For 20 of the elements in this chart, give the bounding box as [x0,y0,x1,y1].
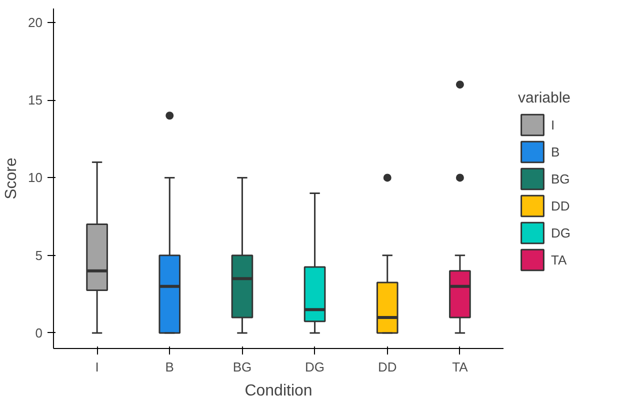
x-tick-label: DG [305,360,325,374]
y-tick-label: 0 [35,325,43,340]
y-tick-label: 5 [35,248,43,263]
y-tick-label: 15 [28,92,43,108]
x-tick-label: I [95,360,99,374]
x-tick-label: B [165,360,174,374]
legend-label: BG [551,171,571,186]
legend-title: variable [518,90,571,106]
legend-label: B [551,144,561,159]
x-tick-label: DD [378,360,397,374]
y-axis-title: Score [3,158,20,200]
y-tick-label: 10 [28,170,43,186]
y-tick-label: 20 [28,14,43,30]
legend-label: TA [551,252,568,267]
x-axis-title: Condition [244,382,312,400]
legend-label: DG [551,225,571,240]
legend-label: I [551,117,556,132]
x-tick-label: BG [232,360,252,374]
x-tick-label: TA [452,360,468,374]
legend-label: DD [551,198,571,213]
